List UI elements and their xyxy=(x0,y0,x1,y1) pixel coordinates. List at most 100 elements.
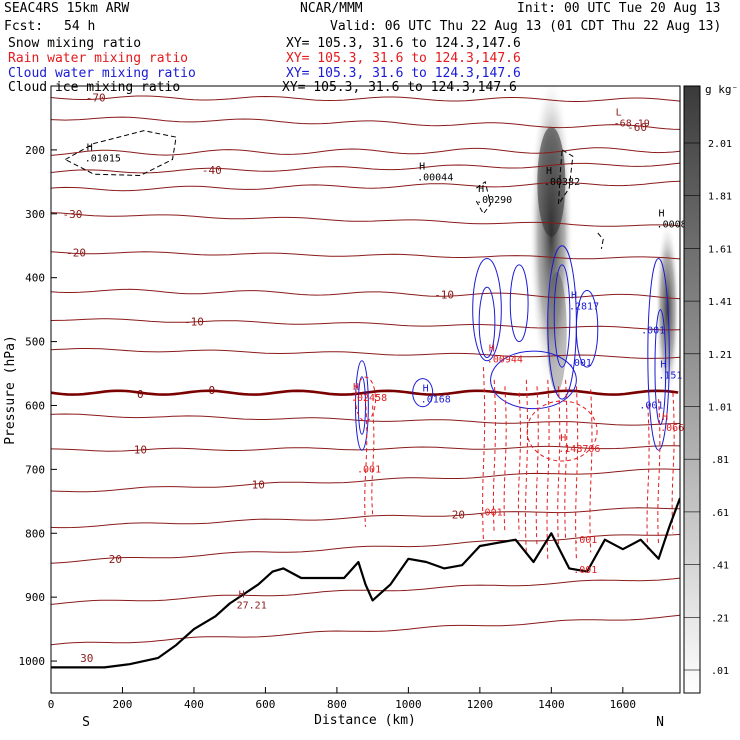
isotherm-line xyxy=(51,413,680,426)
extremum-value: .2817 xyxy=(569,302,599,313)
field-name-rain: Rain water mixing ratio xyxy=(8,51,189,66)
x-tick-label: 0 xyxy=(48,698,55,711)
rain-water-contour xyxy=(546,379,550,559)
south-label: S xyxy=(82,715,90,730)
snow-core-north xyxy=(655,219,680,400)
extremum-value: .0168 xyxy=(421,394,451,405)
extremum-marker: H xyxy=(662,412,668,423)
colorbar-tick-label: 1.61 xyxy=(708,244,732,255)
terrain xyxy=(51,497,680,669)
colorbar-tick-label: 1.01 xyxy=(708,403,732,414)
rain-water-contour xyxy=(503,386,507,534)
isotherm-line xyxy=(51,614,680,646)
cloud-ice-contour xyxy=(65,130,177,177)
snow-core-upper xyxy=(537,126,566,237)
colorbar-unit: g kg⁻¹ xyxy=(705,83,740,96)
extremum-marker: H xyxy=(659,208,665,219)
field-name-cloud-ice: Cloud ice mixing ratio xyxy=(8,80,181,95)
isotherm-line xyxy=(51,445,680,452)
north-label: N xyxy=(656,715,664,730)
field-xy-rain: XY= 105.3, 31.6 to 124.3,147.6 xyxy=(286,51,521,66)
isotherm-line xyxy=(51,533,680,564)
isotherm-label: 20 xyxy=(109,553,122,566)
x-tick-label: 200 xyxy=(113,698,133,711)
rain-water-contour xyxy=(525,379,529,553)
x-tick-label: 800 xyxy=(327,698,347,711)
field-name-cloud-water: Cloud water mixing ratio xyxy=(8,66,196,81)
isotherm-label: 30 xyxy=(80,652,93,665)
axes: 0 200 400 600 800 1000 1200 1400 160010009008007… xyxy=(19,144,637,711)
y-tick-label: 200 xyxy=(25,144,45,157)
extremum-value: .02458 xyxy=(351,393,387,404)
isotherm-label: -10 xyxy=(434,288,454,301)
colorbar-ramp xyxy=(683,85,701,694)
colorbar-tick-label: 1.81 xyxy=(708,192,732,203)
contour-label: .001 xyxy=(641,325,665,336)
center-name: NCAR/MMM xyxy=(300,1,363,16)
isotherm-line xyxy=(51,251,680,260)
colorbar-tick-label: 2.01 xyxy=(708,139,732,150)
extremum-marker: H xyxy=(660,360,666,371)
rain-water-contour xyxy=(657,399,661,547)
colorbar: g kg⁻¹ 2.01 1.81 1.61 1.41 1.21 1.01 .81 .61 .41… xyxy=(683,83,740,694)
isotherm-label: -10 xyxy=(184,315,204,328)
contour-label: .001 xyxy=(568,358,592,369)
isotherm-line xyxy=(51,162,680,174)
temperature-isotherms: -70 -60 -40 -30 -20 -10 -10 10 10 20 20 0 0 30 xyxy=(51,92,680,665)
cloud-ice-contours xyxy=(65,130,604,249)
field-xy-snow: XY= 105.3, 31.6 to 124.3,147.6 xyxy=(286,36,521,51)
isotherm-label: 10 xyxy=(134,444,147,457)
extremum-marker: H xyxy=(419,162,425,173)
x-tick-label: 1600 xyxy=(610,698,637,711)
field-xy-cloud-ice: XY= 105.3, 31.6 to 124.3,147.6 xyxy=(282,80,517,95)
rain-water-contour xyxy=(492,379,496,534)
cloud-water-contour xyxy=(490,350,577,410)
extremum-value: .00044 xyxy=(417,173,453,184)
contour-annotations: H.01015H.00044H.00290H.00382H.00089H.281… xyxy=(85,107,697,611)
colorbar-tick-label: 1.41 xyxy=(708,297,732,308)
rain-water-contour xyxy=(371,405,375,515)
model-title: SEAC4RS 15km ARW xyxy=(4,1,130,16)
cloud-ice-contour xyxy=(597,232,604,249)
rain-water-contour xyxy=(482,367,486,540)
snow-shading xyxy=(529,86,680,400)
y-tick-label: 700 xyxy=(25,463,45,476)
rain-water-contour xyxy=(589,389,593,553)
colorbar-tick-label: .21 xyxy=(711,613,729,624)
isotherm-label: -60 xyxy=(627,121,647,134)
rain-water-contour xyxy=(526,400,598,462)
extremum-marker: H xyxy=(478,184,484,195)
colorbar-tick-label: .61 xyxy=(711,508,729,519)
isotherm-line xyxy=(51,212,680,227)
extremum-value: .00382 xyxy=(544,177,580,188)
extremum-value: .148706 xyxy=(558,444,600,455)
cloud-ice-contour xyxy=(475,180,492,215)
extremum-marker: H xyxy=(560,433,566,444)
isotherm-label: -30 xyxy=(63,208,83,221)
contour-label: .001 xyxy=(479,507,503,518)
extremum-marker: H xyxy=(489,344,495,355)
y-tick-label: 500 xyxy=(25,336,45,349)
rain-water-contour xyxy=(646,405,650,553)
isotherm-line xyxy=(51,180,680,192)
cloud-water-contour xyxy=(575,289,599,368)
x-tick-label: 1000 xyxy=(395,698,422,711)
cloud-water-contour xyxy=(509,264,529,343)
rain-water-contours xyxy=(355,367,675,559)
x-tick-label: 1200 xyxy=(467,698,494,711)
y-tick-label: 1000 xyxy=(19,655,46,668)
extremum-value: .01015 xyxy=(85,153,121,164)
contour-label: .001 xyxy=(573,535,597,546)
y-axis-title: Pressure (hPa) xyxy=(3,335,18,445)
x-tick-label: 1400 xyxy=(538,698,565,711)
field-xy-cloud-water: XY= 105.3, 31.6 to 124.3,147.6 xyxy=(286,66,521,81)
valid-time: Valid: 06 UTC Thu 22 Aug 13 (01 CDT Thu … xyxy=(330,19,722,34)
extremum-marker: H xyxy=(546,166,552,177)
colorbar-tick-label: 1.21 xyxy=(708,350,732,361)
extremum-value: .00089 xyxy=(657,219,693,230)
colorbar-tick-label: .81 xyxy=(711,455,729,466)
plot-area: -70 -60 -40 -30 -20 -10 -10 10 10 20 20 0 0 30 xyxy=(51,86,680,669)
cloud-water-contour xyxy=(478,286,496,359)
cloud-water-contour xyxy=(472,258,502,362)
